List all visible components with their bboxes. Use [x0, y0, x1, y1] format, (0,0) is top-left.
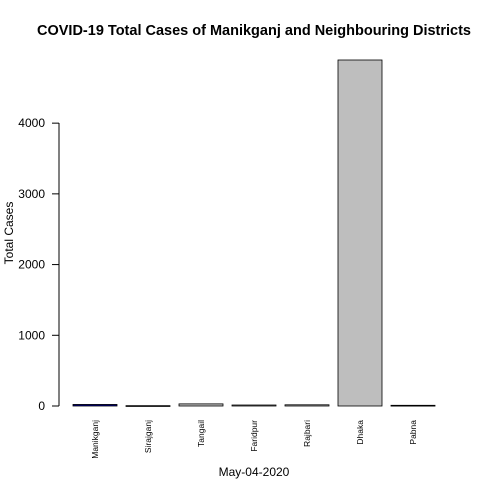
bar-sirajganj — [125, 405, 171, 407]
category-label-manikganj: Manikganj — [90, 420, 100, 459]
y-tick-label: 4000 — [18, 116, 45, 130]
bar-tangail — [178, 403, 224, 407]
y-ticks: 0 1000 2000 3000 4000 — [18, 116, 59, 413]
chart-title: COVID-19 Total Cases of Manikganj and Ne… — [37, 23, 471, 39]
category-label-sirajganj: Sirajganj — [143, 420, 153, 453]
bar-dhaka — [337, 59, 383, 407]
y-tick-label: 1000 — [18, 328, 45, 342]
bars — [72, 59, 436, 407]
bar-faridpur — [231, 404, 277, 407]
bar-pabna — [390, 404, 436, 407]
y-axis-label: Total Cases — [2, 202, 16, 265]
category-labels: Manikganj Sirajganj Tangail Faridpur Rajbari… — [90, 420, 418, 459]
category-label-tangail: Tangail — [196, 420, 206, 447]
category-label-dhaka: Dhaka — [355, 420, 365, 445]
x-axis-label: May-04-2020 — [219, 465, 290, 479]
y-tick-label: 3000 — [18, 187, 45, 201]
category-label-rajbari: Rajbari — [302, 420, 312, 447]
bar-manikganj — [72, 404, 118, 407]
y-tick-label: 0 — [38, 399, 45, 413]
y-tick-label: 2000 — [18, 258, 45, 272]
bar-rajbari — [284, 404, 330, 407]
category-label-pabna: Pabna — [408, 420, 418, 445]
category-label-faridpur: Faridpur — [249, 420, 259, 452]
